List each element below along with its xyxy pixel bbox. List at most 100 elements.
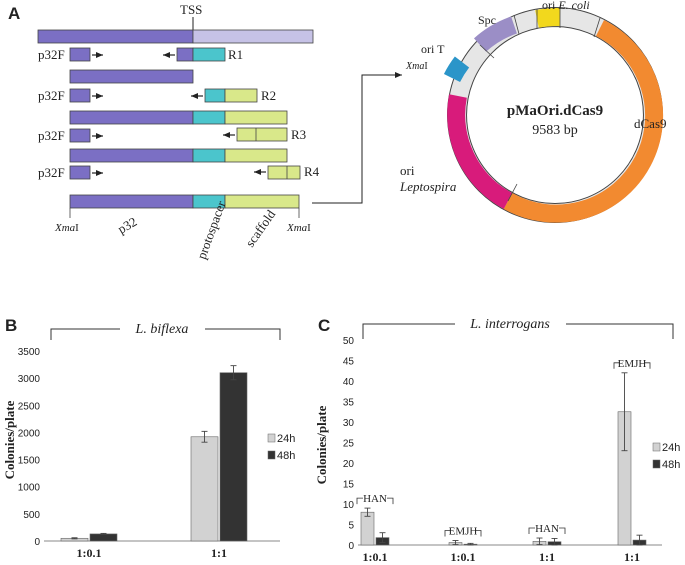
insertion-arrow (312, 72, 402, 204)
chart-c: 0 5 10 15 20 25 30 35 40 45 50 1:0.1 1:0.1 1:1 1:1 24h 4… (343, 336, 680, 564)
r1-amplicon-protospacer (192, 47, 226, 62)
bar-24h (190, 436, 219, 542)
y-tick-label: 35 (343, 398, 355, 409)
panel-b-label: B (5, 316, 17, 335)
p32f-primer-box (69, 165, 91, 180)
legend-label-24h: 24h (662, 442, 680, 454)
group-label: HAN (535, 523, 559, 535)
dcas9-label: dCas9 (634, 116, 667, 131)
legend-label-48h: 48h (662, 459, 680, 471)
r4-scaffold (267, 165, 301, 180)
group-bracket (528, 527, 566, 535)
bracket-c (362, 323, 674, 339)
y-tick-label: 0 (348, 541, 354, 552)
plasmid-map: pMaOri.dCas9 9583 bp Spc ori E. coli ori… (399, 0, 667, 224)
p32f-label: p32F (38, 165, 65, 180)
x-category-label: 1:1 (624, 550, 640, 564)
spc-label: Spc (478, 13, 496, 27)
c-ylabel: Colonies/plate (314, 405, 329, 484)
y-tick-label: 1500 (18, 456, 41, 467)
row2-p32-bar (69, 69, 194, 84)
x-category-label: 1:1 (211, 546, 227, 560)
segment-divider (593, 17, 601, 38)
legend-swatch-48h (267, 450, 276, 460)
r2-scaffold (224, 88, 258, 103)
row4-p32-bar (69, 148, 194, 163)
x-category-label: 1:0.1 (363, 550, 388, 564)
construct-scaffold (224, 194, 300, 209)
p32f-primer-box (69, 128, 91, 143)
ori-leptospira-label: ori (400, 163, 415, 178)
p32f-primer-box (69, 47, 91, 62)
transcript-bar (192, 29, 314, 44)
r3-label: R3 (291, 127, 306, 142)
legend-swatch-48h (652, 459, 661, 469)
r3-scaffold (236, 127, 288, 142)
segment-divider (479, 44, 495, 59)
row4-scaffold (224, 148, 288, 163)
y-tick-label: 0 (34, 537, 40, 548)
panel-c-label: C (318, 316, 330, 335)
ori-ecoli-segment (535, 7, 561, 28)
y-tick-label: 30 (343, 418, 355, 429)
group-label: EMJH (449, 525, 478, 537)
ori-leptospira-species: Leptospira (399, 179, 457, 194)
scaffold-segment-label: scaffold (242, 207, 278, 250)
legend-swatch-24h (267, 433, 276, 443)
xmai-site-right: XmaI (286, 222, 311, 234)
p32f-label: p32F (38, 47, 65, 62)
r2-label: R2 (261, 88, 276, 103)
legend-swatch-24h (652, 442, 661, 452)
y-tick-label: 20 (343, 459, 355, 470)
r4-label: R4 (304, 164, 320, 179)
plasmid-name: pMaOri.dCas9 (507, 103, 603, 119)
row3-p32-bar (69, 110, 194, 125)
row3-protospacer (192, 110, 226, 125)
xmai-plasmid-label: XmaI (405, 61, 428, 72)
legend-label-24h: 24h (277, 433, 295, 445)
r1-amplicon-p32 (176, 47, 194, 62)
segment-divider (513, 14, 520, 35)
p32f-label: p32F (38, 128, 65, 143)
x-category-label: 1:0.1 (451, 550, 476, 564)
spc-segment (473, 16, 518, 52)
p32-promoter-bar (37, 29, 194, 44)
construct-p32 (69, 194, 194, 209)
y-tick-label: 1000 (18, 483, 41, 494)
p32f-primer-box (69, 88, 91, 103)
bar-24h (360, 511, 375, 546)
y-tick-label: 50 (343, 336, 355, 347)
group-bracket (613, 362, 651, 369)
p32f-label: p32F (38, 88, 65, 103)
y-tick-label: 500 (23, 510, 40, 521)
panel-a-label: A (8, 4, 20, 23)
c-title: L. interrogans (469, 317, 550, 332)
x-category-label: 1:0.1 (77, 546, 102, 560)
tss-label: TSS (180, 2, 202, 17)
b-title: L. biflexa (135, 322, 189, 337)
y-tick-label: 2500 (18, 401, 41, 412)
ori-t-segment (443, 56, 470, 83)
ori-leptospira-segment (447, 94, 513, 209)
y-tick-label: 5 (348, 521, 354, 532)
xmai-site-left: XmaI (54, 222, 79, 234)
group-bracket (444, 530, 482, 537)
y-tick-label: 3000 (18, 374, 41, 385)
r1-label: R1 (228, 47, 243, 62)
y-tick-label: 15 (343, 480, 355, 491)
group-label: EMJH (618, 358, 647, 370)
y-tick-label: 40 (343, 377, 355, 388)
y-tick-label: 10 (343, 500, 355, 511)
r2-protospacer (204, 88, 226, 103)
segment-divider (507, 183, 518, 202)
bracket-b (50, 328, 281, 340)
plasmid-size: 9583 bp (532, 123, 578, 138)
bar-48h (219, 372, 248, 542)
p32-segment-label: p32 (115, 214, 139, 237)
y-tick-label: 2000 (18, 428, 41, 439)
group-bracket (356, 497, 394, 505)
y-tick-label: 25 (343, 439, 355, 450)
group-label: HAN (363, 493, 387, 505)
chart-b: 0 500 1000 1500 2000 2500 3000 3500 1:0.1 1:1 24h 4… (18, 347, 296, 560)
